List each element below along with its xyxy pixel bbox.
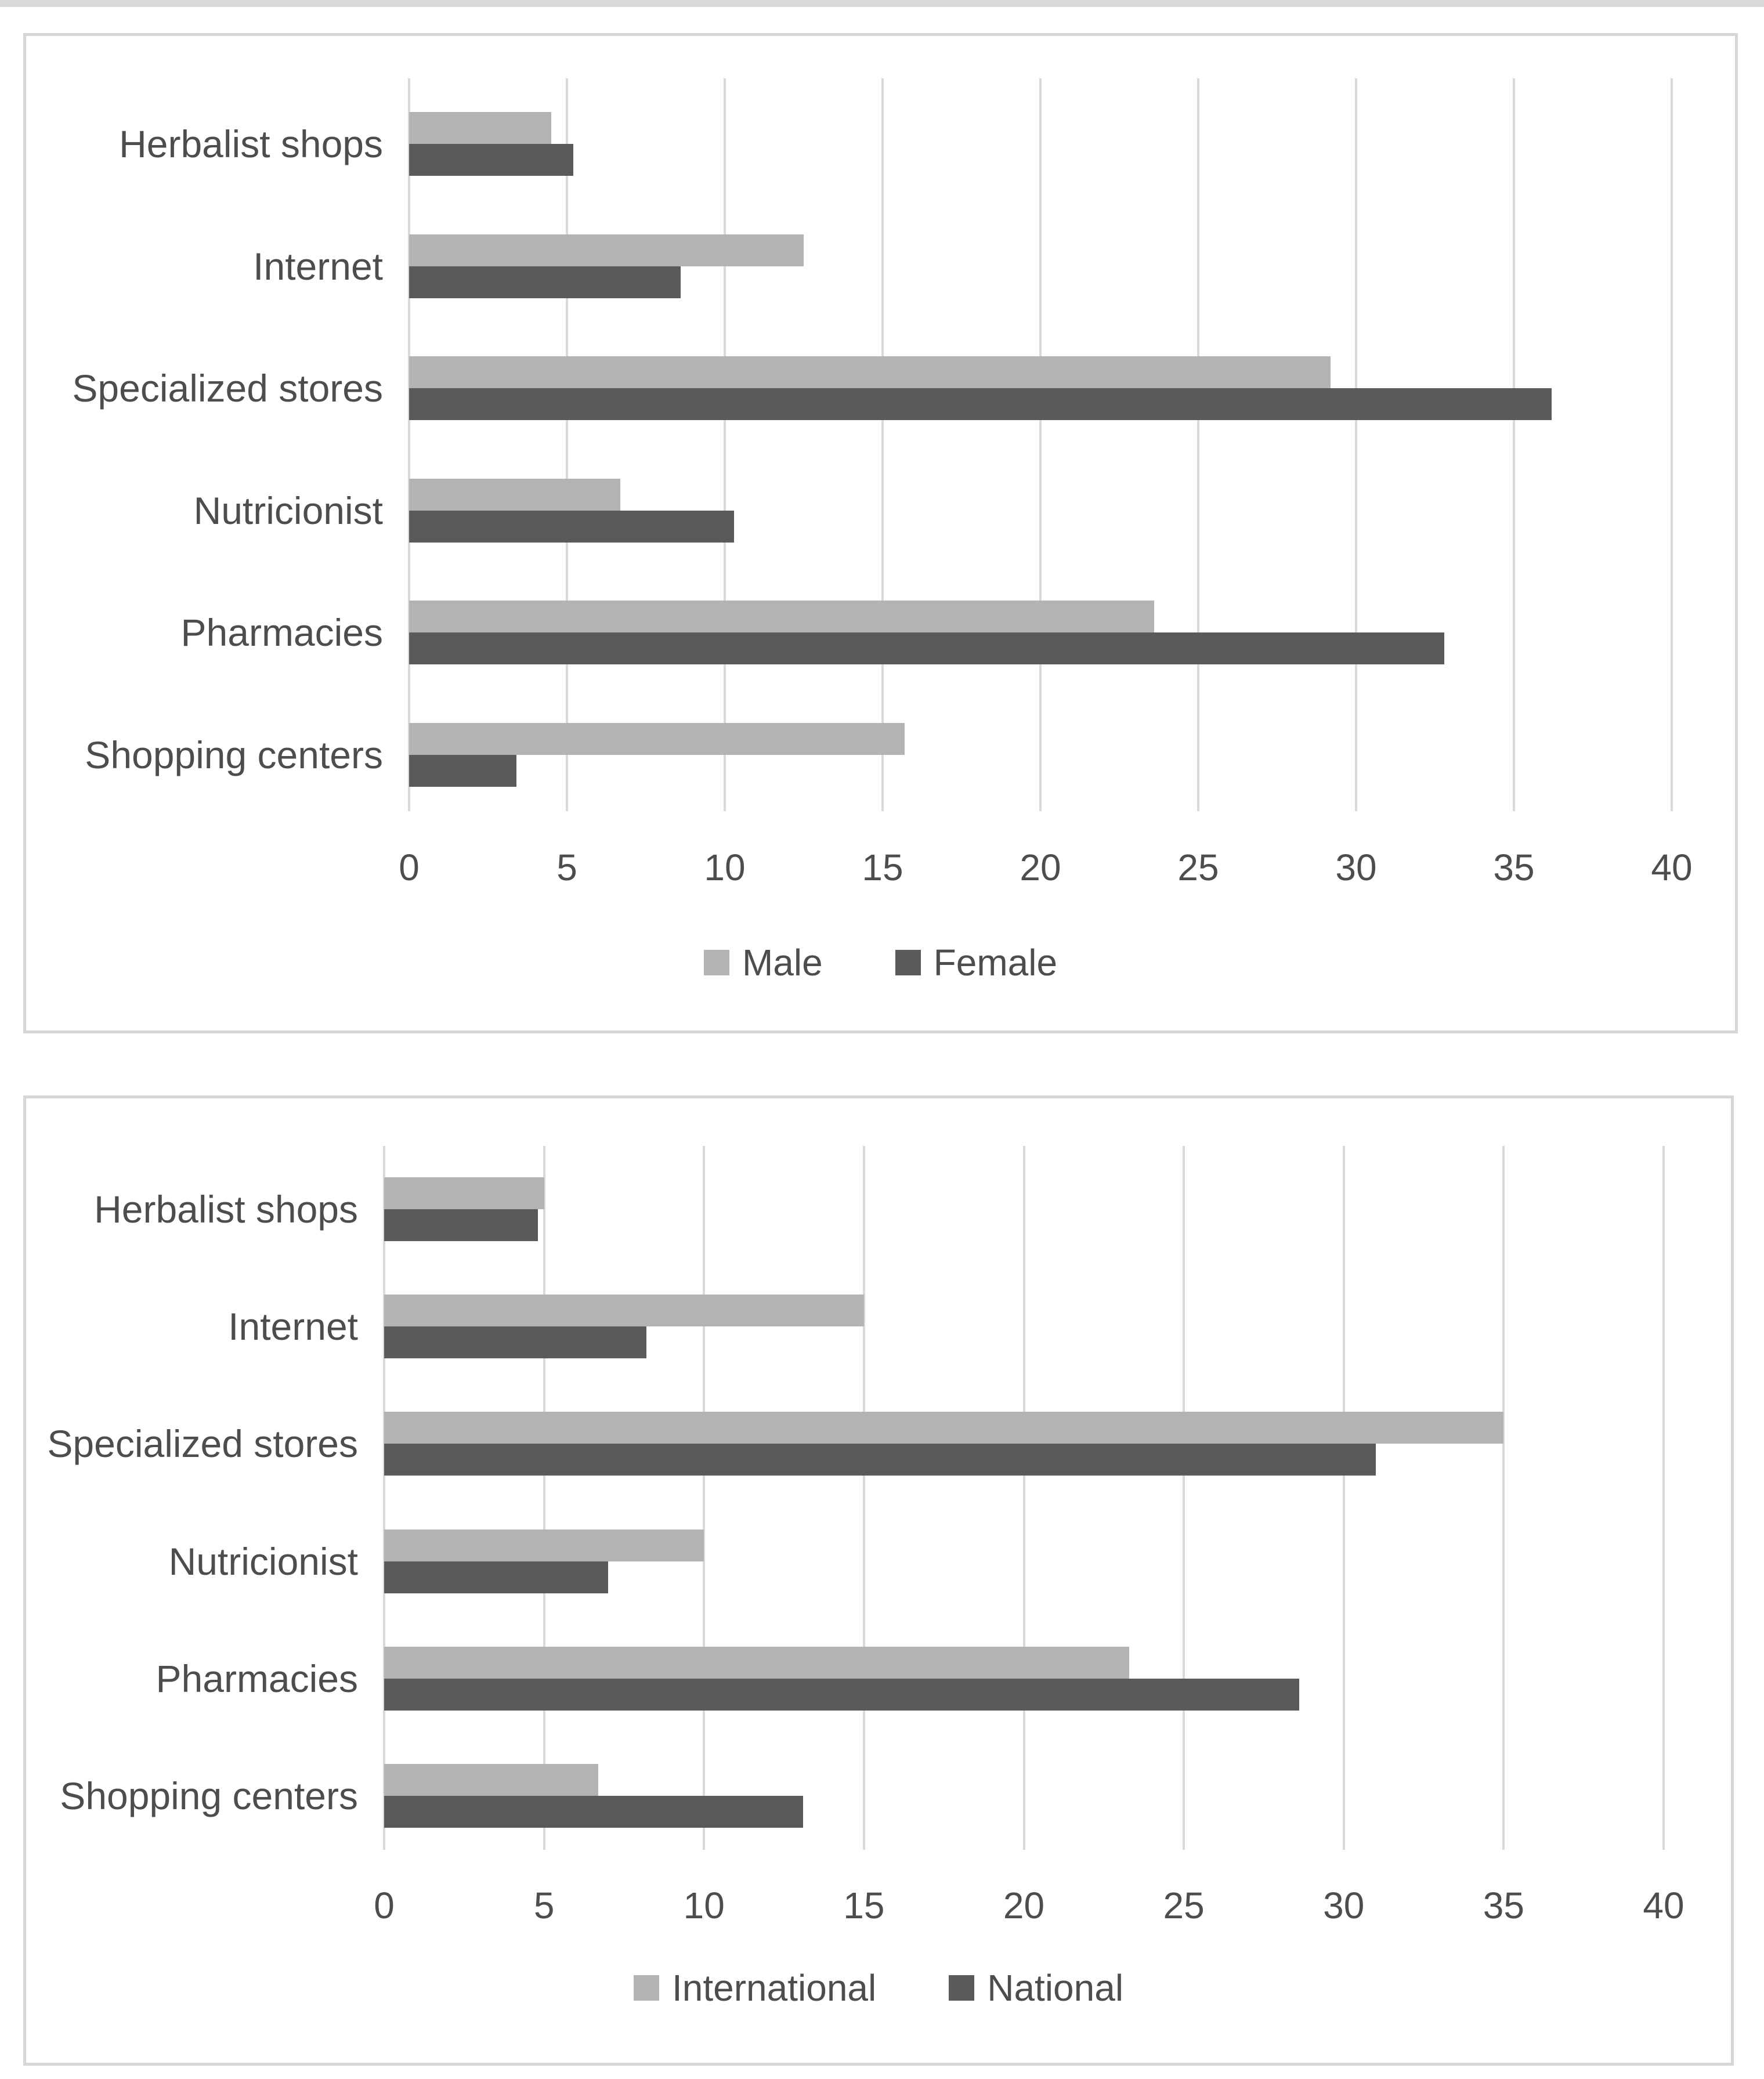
bar-male [409,601,1154,633]
page-edge-strip [0,0,1764,7]
bar-international [384,1646,1130,1679]
x-tick-label: 0 [374,1885,395,1926]
x-tick-label: 35 [1483,1885,1524,1926]
gridline [1502,1146,1505,1850]
x-tick-label: 5 [533,1885,555,1926]
category-label: Shopping centers [60,1774,358,1817]
legend-item-female: Female [895,942,1057,983]
legend-label: Male [742,942,823,984]
x-tick-label: 40 [1651,847,1693,888]
gridline [1662,1146,1665,1850]
x-tick-label: 15 [843,1885,885,1926]
legend-swatch [895,950,921,975]
legend-swatch [703,950,729,975]
gridline [1671,78,1673,811]
bar-national [384,1795,804,1828]
bar-male [409,112,551,144]
gridline [1197,78,1199,811]
legend-label: Female [933,942,1058,984]
bar-international [384,1763,599,1796]
bar-male [409,478,621,511]
bar-national [384,1561,608,1593]
x-tick-label: 30 [1323,1885,1365,1926]
gridline [862,1146,865,1850]
bars-layer [409,78,1672,811]
gridlines [383,1146,1665,1850]
bar-male [409,722,905,755]
bar-male [409,234,804,266]
legend-item-national: National [949,1968,1123,2008]
bar-male [409,356,1331,389]
legend: Male Female [26,942,1735,983]
bar-female [409,632,1445,665]
legend-swatch [633,1975,659,2001]
gridline [408,78,410,811]
x-tick-label: 35 [1493,847,1535,888]
legend-item-male: Male [703,942,823,984]
gridline [1513,78,1515,811]
bar-national [384,1326,647,1359]
bar-national [384,1678,1299,1711]
bar-national [384,1444,1376,1476]
bar-international [384,1177,544,1210]
x-tick-label: 40 [1643,1885,1685,1926]
bar-female [409,144,573,176]
x-tick-label: 20 [1020,847,1061,888]
legend-item-international: International [633,1967,877,2009]
x-tick-label: 5 [556,847,577,888]
plot-area [383,1146,1665,1850]
plot-area [408,78,1673,811]
bar-female [409,754,516,787]
bar-international [384,1412,1504,1444]
legend-label: National [987,1967,1124,2009]
category-label: Internet [228,1305,358,1348]
x-tick-label: 10 [704,847,746,888]
category-label: Specialized stores [47,1422,358,1466]
x-tick-label: 15 [862,847,903,888]
gridline [703,1146,706,1850]
gridline [1342,1146,1345,1850]
category-label: Herbalist shops [119,122,383,166]
x-tick-label: 25 [1177,847,1219,888]
gridline [543,1146,545,1850]
bar-national [384,1209,538,1242]
category-label: Pharmacies [180,611,383,655]
category-label: Nutricionist [193,489,383,532]
chart-panel-gender: Herbalist shops Internet Specialized store… [23,33,1738,1033]
legend-label: International [671,1967,877,2009]
x-tick-label: 30 [1335,847,1377,888]
x-tick-label: 0 [399,847,420,888]
x-tick-label: 20 [1003,1885,1045,1926]
bars-layer [384,1146,1664,1850]
category-label: Specialized stores [72,367,383,410]
gridline [724,78,726,811]
gridline [1355,78,1357,811]
gridline [383,1146,385,1850]
gridline [1183,1146,1185,1850]
gridline [881,78,884,811]
bar-international [384,1529,704,1561]
bar-female [409,388,1552,421]
category-label: Internet [253,244,383,288]
x-tick-label: 10 [683,1885,725,1926]
gridline [566,78,568,811]
category-label: Pharmacies [156,1657,358,1700]
bar-female [409,266,681,298]
category-label: Nutricionist [168,1539,358,1583]
gridline [1039,78,1042,811]
gridline [1022,1146,1025,1850]
category-label: Herbalist shops [94,1188,358,1231]
gridlines [408,78,1673,811]
x-tick-label: 25 [1163,1885,1205,1926]
bar-female [409,510,735,543]
category-label: Shopping centers [85,733,383,776]
bar-international [384,1295,864,1327]
chart-panel-origin: Herbalist shops Internet Specialized store… [23,1095,1734,2066]
legend: International National [26,1968,1731,2008]
legend-swatch [949,1975,975,2001]
